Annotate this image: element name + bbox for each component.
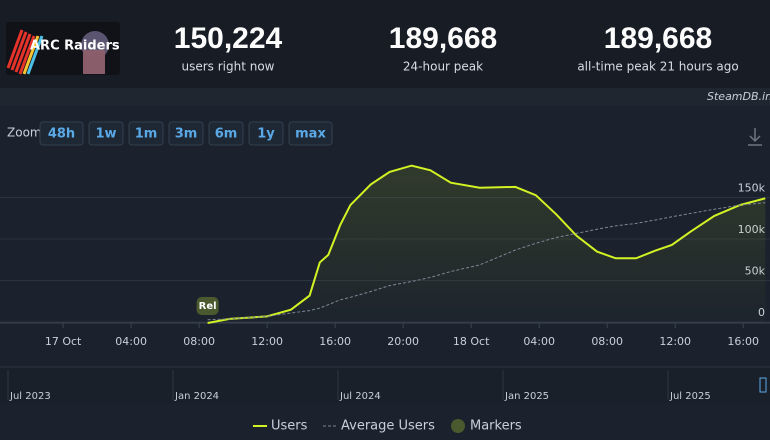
nav-label: Jul 2023 <box>9 391 51 402</box>
series-line <box>207 164 766 324</box>
zoom-button[interactable]: 6m <box>208 121 244 146</box>
legend-item[interactable]: Users <box>253 419 308 434</box>
x-tick-label: 12:00 <box>251 335 283 348</box>
x-tick-label: 18 Oct <box>453 335 490 348</box>
legend-swatch[interactable] <box>451 419 465 433</box>
zoom-label: Zoom <box>7 126 42 140</box>
x-tick-label: 12:00 <box>659 335 691 348</box>
stat-label: users right now <box>181 60 274 74</box>
x-tick-label: 16:00 <box>319 335 351 348</box>
series-line <box>207 202 766 321</box>
button-bg[interactable] <box>88 121 124 146</box>
zoom-button[interactable]: 1m <box>128 121 164 146</box>
zoom-button[interactable]: 3m <box>168 121 204 146</box>
marker-badge[interactable] <box>196 297 219 315</box>
legend-label[interactable]: Users <box>271 419 308 434</box>
button-label[interactable]: 1y <box>257 127 275 142</box>
x-tick-label: 08:00 <box>183 335 215 348</box>
download-icon[interactable] <box>748 128 762 146</box>
x-tick-label: 17 Oct <box>45 335 82 348</box>
zoom-button[interactable]: max <box>288 121 333 146</box>
credit-bar <box>0 88 770 106</box>
marker-label[interactable]: Rel <box>199 301 217 312</box>
stat-value: 189,668 <box>389 22 497 55</box>
button-label[interactable]: 1w <box>95 127 116 142</box>
button-bg[interactable] <box>288 121 333 146</box>
header-bg <box>0 0 770 88</box>
x-tick-label: 08:00 <box>591 335 623 348</box>
stat-label: 24-hour peak <box>403 60 483 74</box>
zoom-button[interactable]: 48h <box>39 121 84 146</box>
x-tick-label: 20:00 <box>387 335 419 348</box>
x-tick-label: 04:00 <box>523 335 555 348</box>
button-bg[interactable] <box>39 121 84 146</box>
logo-text: ARC Raiders <box>30 39 120 54</box>
button-label[interactable]: 6m <box>215 127 238 142</box>
nav-label: Jul 2024 <box>339 391 381 402</box>
nav-label: Jan 2024 <box>174 391 219 402</box>
x-tick-label: 16:00 <box>727 335 759 348</box>
y-tick-label: 150k <box>738 182 766 195</box>
nav-label: Jan 2025 <box>504 391 549 402</box>
marker[interactable]: Rel <box>196 297 219 315</box>
legend-label[interactable]: Average Users <box>341 419 435 434</box>
logo: ARC Raiders <box>6 22 120 75</box>
button-bg[interactable] <box>248 121 284 146</box>
button-label[interactable]: 48h <box>48 127 75 142</box>
zoom-button[interactable]: 1w <box>88 121 124 146</box>
zoom-button[interactable]: 1y <box>248 121 284 146</box>
legend-item[interactable]: Average Users <box>323 419 435 434</box>
area-fill <box>207 165 766 323</box>
stat-value: 189,668 <box>604 22 712 55</box>
button-label[interactable]: max <box>295 127 326 142</box>
button-bg[interactable] <box>168 121 204 146</box>
button-bg[interactable] <box>128 121 164 146</box>
legend-label[interactable]: Markers <box>470 419 522 434</box>
navigator <box>0 367 770 403</box>
x-tick-label: 04:00 <box>115 335 147 348</box>
button-label[interactable]: 1m <box>135 127 158 142</box>
credit: SteamDB.info <box>707 90 770 103</box>
stat-value: 150,224 <box>174 22 283 55</box>
navigator-handle[interactable] <box>759 377 767 393</box>
button-bg[interactable] <box>208 121 244 146</box>
stat-label: all-time peak 21 hours ago <box>577 60 738 74</box>
legend-item[interactable]: Markers <box>451 419 522 434</box>
button-label[interactable]: 3m <box>175 127 198 142</box>
nav-label: Jul 2025 <box>669 391 711 402</box>
